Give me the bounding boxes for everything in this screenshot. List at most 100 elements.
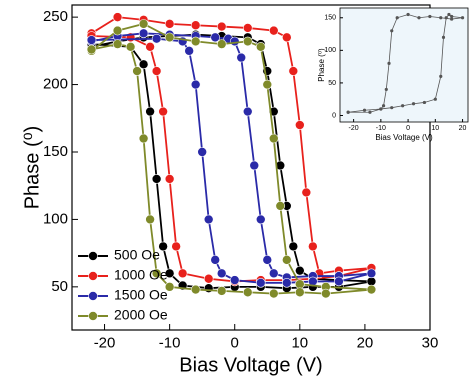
marker: [275, 201, 286, 211]
y-tick-label: 150: [324, 15, 336, 22]
marker: [112, 25, 123, 36]
marker: [171, 241, 181, 252]
marker: [132, 66, 142, 76]
marker: [255, 42, 266, 52]
marker: [439, 16, 443, 20]
marker: [255, 214, 266, 225]
legend-label: 1000 Oe: [114, 267, 168, 283]
marker: [190, 79, 201, 90]
marker: [295, 265, 305, 276]
marker: [177, 268, 188, 279]
marker: [190, 284, 201, 295]
marker: [268, 268, 279, 279]
marker: [401, 104, 405, 108]
marker: [164, 282, 175, 292]
legend-marker: [88, 311, 98, 321]
marker: [422, 100, 427, 105]
marker: [450, 14, 454, 19]
marker: [295, 279, 305, 289]
marker: [384, 87, 388, 92]
marker: [236, 52, 247, 63]
marker: [112, 12, 123, 22]
legend-label: 2000 Oe: [114, 307, 168, 323]
marker: [164, 19, 175, 29]
marker: [112, 39, 123, 49]
marker: [210, 255, 220, 265]
y-tick-label: 50: [328, 80, 336, 87]
marker: [444, 16, 448, 20]
marker: [216, 286, 227, 296]
x-tick-label: 0: [406, 125, 410, 132]
marker: [295, 287, 305, 298]
marker: [281, 32, 292, 43]
plot-frame: [339, 7, 469, 123]
marker: [288, 241, 299, 252]
marker: [197, 147, 207, 157]
legend-marker: [88, 271, 98, 281]
marker: [295, 120, 305, 130]
marker: [301, 187, 312, 198]
marker: [439, 74, 443, 78]
x-tick-label: -20: [94, 334, 116, 351]
marker: [138, 133, 149, 144]
marker: [395, 16, 399, 20]
x-tick-label: 20: [459, 125, 467, 132]
marker: [138, 59, 149, 70]
marker: [447, 12, 451, 17]
x-tick-label: 30: [422, 334, 439, 351]
plot-area: [340, 8, 468, 122]
x-tick-label: -10: [159, 334, 181, 351]
marker: [203, 283, 214, 293]
x-tick-label: -20: [349, 125, 359, 132]
y-tick-label: 100: [43, 210, 68, 227]
marker: [86, 44, 97, 55]
marker: [441, 35, 446, 39]
y-tick-label: 150: [43, 143, 68, 160]
marker: [125, 42, 136, 52]
y-axis-label: Phase (⁰): [317, 48, 326, 82]
marker: [164, 32, 175, 43]
marker: [390, 106, 394, 110]
marker: [460, 16, 465, 20]
marker: [268, 133, 279, 144]
marker: [281, 255, 292, 265]
y-tick-label: 0: [332, 112, 336, 119]
marker: [390, 29, 394, 33]
marker: [321, 288, 331, 299]
marker: [138, 28, 149, 39]
marker: [145, 106, 155, 117]
marker: [164, 174, 175, 184]
marker: [210, 32, 220, 43]
marker: [203, 273, 214, 284]
marker: [450, 17, 454, 21]
marker: [387, 61, 391, 65]
y-tick-label: 50: [51, 278, 68, 295]
legend-label: 500 Oe: [114, 247, 160, 263]
marker: [249, 160, 260, 171]
marker: [151, 174, 162, 184]
x-tick-label: -10: [376, 125, 386, 132]
marker: [366, 284, 377, 295]
marker: [86, 35, 97, 45]
marker: [366, 268, 377, 279]
x-tick-label: 20: [357, 334, 374, 351]
x-tick-label: 10: [431, 125, 439, 132]
marker: [190, 36, 201, 47]
marker: [164, 268, 175, 279]
marker: [268, 288, 279, 299]
marker: [151, 268, 162, 279]
marker: [145, 214, 155, 225]
marker: [190, 20, 201, 31]
marker: [417, 16, 421, 20]
marker: [158, 241, 168, 252]
marker: [368, 110, 372, 114]
marker: [184, 46, 194, 56]
legend-marker: [88, 291, 98, 301]
marker: [242, 36, 253, 47]
marker: [242, 287, 253, 298]
x-axis-label: Bias Voltage (V): [375, 133, 433, 142]
marker: [268, 25, 279, 36]
marker: [262, 255, 273, 265]
marker: [229, 36, 240, 47]
